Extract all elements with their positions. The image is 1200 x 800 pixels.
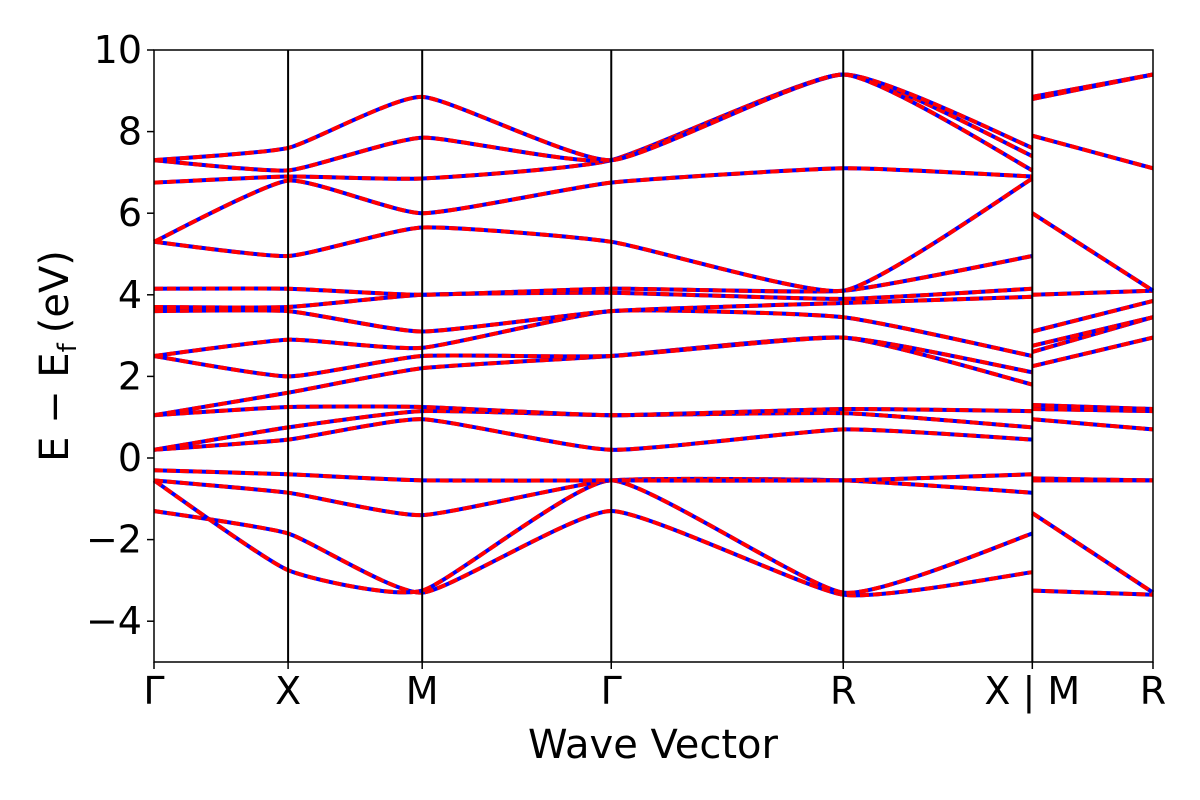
ytick-label-7: 10 [94,28,142,72]
band-line-blue-1 [152,478,1033,595]
xtick-label-1: X [275,669,301,713]
ytick-label-0: −4 [86,599,142,643]
band-line-blue-4 [153,417,1033,452]
ytick-label-2: 0 [118,436,142,480]
ytick-label-1: −2 [86,518,142,562]
band-line-red-14 [153,166,1033,244]
band-line-red-21 [1032,476,1154,483]
y-axis-title-unit: (eV) [32,250,78,333]
xtick-label-6: R [1140,669,1166,713]
band-line-red-27 [1031,315,1154,348]
band-line-red-29 [1032,288,1154,297]
x-axis-title: Wave Vector [528,722,779,768]
band-line-red-23 [1032,407,1154,414]
band-line-red-8 [153,335,1033,379]
band-line-red-30 [1031,211,1155,293]
band-line-red-1 [152,478,1033,595]
y-axis: −4 −2 0 2 4 6 8 10 [86,28,154,643]
band-line-red-18 [1032,588,1154,597]
band-line-red-25 [1031,335,1154,369]
xtick-label-3: Γ [601,669,622,713]
band-line-red-31 [1031,133,1154,171]
x-axis: Γ X M Γ R X | M R [143,662,1166,714]
xtick-label-0: Γ [143,669,164,713]
band-line-red-24 [1032,403,1154,411]
plot-frame [153,49,1154,663]
xtick-label-2: M [406,669,439,713]
ytick-label-4: 4 [118,273,142,317]
ytick-label-5: 6 [118,191,142,235]
y-axis-title: E − Ef (eV) [32,250,83,462]
bands-layer [152,72,1155,598]
y-axis-title-subscript: f [53,342,83,352]
band-line-red-19 [1031,511,1155,595]
band-line-blue-13 [153,176,1034,294]
band-line-red-22 [1032,417,1154,432]
band-line-red-13 [153,176,1034,294]
xtick-label-4: R [830,669,856,713]
separators-layer [287,50,1034,662]
ytick-label-3: 2 [118,354,142,398]
y-axis-title-main: E − E [32,352,78,462]
band-line-red-28 [1031,298,1154,334]
band-line-red-33 [1031,72,1154,101]
ytick-label-6: 8 [118,110,142,154]
xtick-label-5: X | M [984,669,1080,714]
band-line-red-4 [153,417,1033,452]
